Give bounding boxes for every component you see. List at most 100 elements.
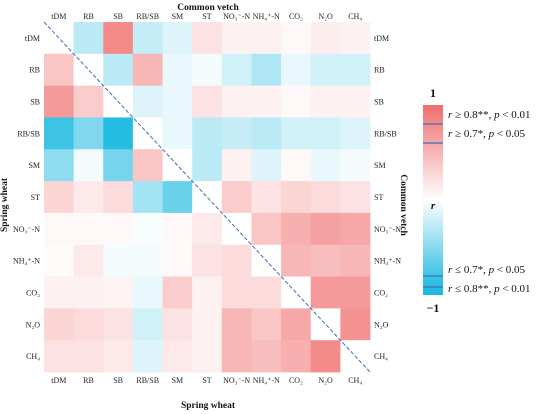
heatmap-cell-8-1: [73, 276, 104, 309]
heatmap-cell-0-9: [310, 22, 341, 55]
legend-threshold-3: r ≤ 0.7*, p < 0.05: [448, 264, 526, 276]
heatmap-cell-2-1: [73, 85, 104, 118]
heatmap-cell-8-9: [310, 276, 341, 309]
legend-min-label: −1: [427, 301, 440, 315]
right-tick-6: NO₃⁻-N: [374, 225, 401, 234]
right-tick-1: RB: [374, 66, 385, 75]
heatmap-cell-5-1: [73, 181, 104, 214]
left-tick-1: RB: [29, 66, 40, 75]
heatmap-cell-10-4: [162, 340, 193, 373]
heatmap-cell-2-5: [192, 85, 223, 118]
heatmap-cell-7-2: [103, 244, 134, 277]
heatmap-cell-0-2: [103, 22, 134, 55]
left-tick-10: CH₄: [26, 352, 40, 361]
heatmap-cell-7-4: [162, 244, 193, 277]
heatmap-cell-1-0: [44, 53, 75, 87]
diagonal-dashed-line: [43, 21, 371, 373]
right-tick-labels: tDM RB SB RB/SB SM ST NO₃⁻-N NH₄⁺-N CO₂ N₂O CH₄: [374, 34, 401, 361]
right-tick-8: CO₂: [374, 288, 388, 297]
heatmap-cell-4-2: [103, 149, 134, 182]
left-tick-labels: tDM RB SB RB/SB SM ST NO₃⁻-N NH₄⁺-N CO₂ N₂O CH₄: [13, 34, 40, 361]
heatmap-cell-0-4: [162, 22, 193, 55]
heatmap-cell-6-1: [73, 212, 104, 246]
heatmap-cell-0-5: [192, 22, 223, 55]
heatmap-cell-9-3: [132, 308, 163, 341]
heatmap-cell-5-3: [132, 181, 163, 214]
legend-max-label: 1: [430, 86, 436, 100]
heatmap-cell-2-6: [221, 85, 252, 118]
top-tick-2: SB: [113, 12, 123, 21]
heatmap-cell-8-2: [103, 276, 134, 309]
heatmap-cell-10-5: [192, 340, 223, 373]
top-tick-6: NO₃⁻-N: [223, 12, 250, 21]
heatmap-cell-8-4: [162, 276, 193, 309]
heatmap-cell-9-0: [44, 308, 75, 341]
heatmap-cell-3-6: [221, 117, 252, 150]
heatmap-cell-6-2: [103, 212, 134, 246]
heatmap-cell-5-4: [162, 181, 193, 214]
legend-threshold-1: r ≥ 0.8**, p < 0.01: [448, 109, 531, 121]
heatmap-cell-7-6: [221, 244, 252, 277]
heatmap-cell-8-6: [221, 276, 252, 309]
heatmap-cell-6-7: [251, 212, 282, 246]
top-tick-9: N₂O: [318, 12, 333, 21]
heatmap-cell-3-1: [73, 117, 104, 150]
bottom-tick-3: RB/SB: [136, 376, 159, 385]
bottom-tick-6: NO₃⁻-N: [223, 376, 250, 385]
top-tick-10: CH₄: [348, 12, 362, 21]
heatmap-cell-3-7: [251, 117, 282, 150]
heatmap-cell-10-8: [281, 340, 312, 373]
heatmap-cell-6-3: [132, 212, 163, 246]
heatmap-cell-3-8: [281, 117, 312, 150]
right-tick-4: SM: [374, 161, 386, 170]
left-tick-5: ST: [31, 193, 40, 202]
left-tick-3: RB/SB: [17, 129, 40, 138]
heatmap-cell-6-5: [192, 212, 223, 246]
right-tick-9: N₂O: [374, 320, 389, 329]
heatmap-cell-2-10: [340, 85, 371, 118]
bottom-tick-9: N₂O: [318, 376, 333, 385]
heatmap-cell-9-6: [221, 308, 252, 341]
bottom-axis-title: Spring wheat: [181, 401, 236, 411]
heatmap-cell-1-6: [221, 53, 252, 87]
left-tick-0: tDM: [25, 34, 40, 43]
heatmap-cell-1-2: [103, 53, 134, 87]
heatmap-cell-0-10: [340, 22, 371, 55]
heatmap-cell-2-7: [251, 85, 282, 118]
right-tick-5: ST: [374, 193, 383, 202]
top-tick-5: ST: [202, 12, 211, 21]
bottom-tick-7: NH₄⁺-N: [253, 376, 280, 385]
heatmap-cell-6-10: [340, 212, 371, 246]
heatmap-cell-9-5: [192, 308, 223, 341]
heatmap-cell-3-9: [310, 117, 341, 150]
heatmap-cell-5-10: [340, 181, 371, 214]
heatmap-cell-0-8: [281, 22, 312, 55]
heatmap-cell-4-0: [44, 149, 75, 182]
heatmap-cell-5-8: [281, 181, 312, 214]
heatmap-cell-10-3: [132, 340, 163, 373]
left-axis-title: Spring wheat: [0, 177, 10, 232]
right-tick-3: RB/SB: [374, 129, 397, 138]
heatmap-cell-1-4: [162, 53, 193, 87]
bottom-tick-5: ST: [202, 376, 211, 385]
heatmap-cell-10-7: [251, 340, 282, 373]
heatmap-cell-2-3: [132, 85, 163, 118]
heatmap-cell-5-0: [44, 181, 75, 214]
top-tick-labels: tDM RB SB RB/SB SM ST NO₃⁻-N NH₄⁺-N CO₂ N₂O CH₄: [51, 12, 362, 21]
heatmap-cell-4-9: [310, 149, 341, 182]
left-tick-7: NH₄⁺-N: [13, 257, 40, 266]
heatmap-cell-4-6: [221, 149, 252, 182]
right-tick-7: NH₄⁺-N: [374, 257, 401, 266]
heatmap-cell-3-4: [162, 117, 193, 150]
heatmap-cell-5-9: [310, 181, 341, 214]
left-tick-6: NO₃⁻-N: [13, 225, 40, 234]
top-tick-4: SM: [172, 12, 184, 21]
right-tick-0: tDM: [374, 34, 389, 43]
heatmap-cell-3-5: [192, 117, 223, 150]
bottom-tick-8: CO₂: [289, 376, 303, 385]
right-tick-2: SB: [374, 98, 384, 107]
heatmap-cell-3-0: [44, 117, 75, 150]
heatmap-cell-0-7: [251, 22, 282, 55]
color-legend: 1 r −1 r ≥ 0.8**, p < 0.01 r ≥ 0.7*, p <…: [423, 86, 531, 315]
